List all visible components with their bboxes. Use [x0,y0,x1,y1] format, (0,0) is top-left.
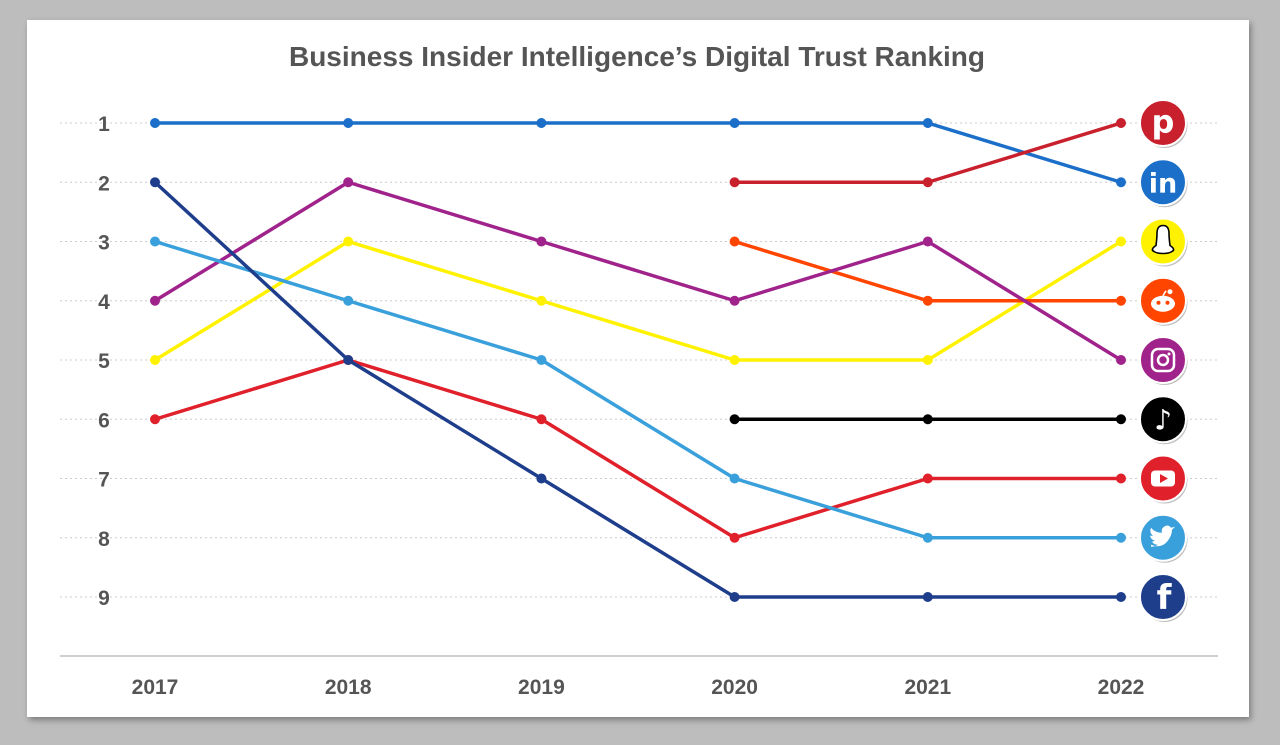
data-point [729,118,740,128]
data-point [922,236,933,247]
x-tick-label: 2017 [132,676,179,699]
data-point [536,236,547,247]
legend-icons: in p ♪ f [1139,99,1188,622]
data-point [1116,118,1126,128]
data-point [343,295,354,306]
gridlines [60,122,1218,598]
y-tick-label: 5 [98,350,110,373]
series-line [734,239,1121,303]
youtube-icon [1139,454,1188,504]
data-point [922,414,933,425]
y-tick-label: 3 [98,232,110,255]
data-point [343,177,354,188]
data-point [729,532,740,543]
y-tick-label: 7 [98,469,110,492]
x-tick-label: 2022 [1098,676,1145,699]
y-tick-label: 4 [98,291,110,314]
data-point [150,355,160,365]
data-point [150,118,160,128]
series-line [154,180,1122,362]
x-tick-label: 2019 [518,676,565,699]
reddit-icon [1139,276,1188,326]
x-tick-label: 2020 [711,676,758,699]
data-point [1116,177,1126,188]
data-point [922,118,933,128]
data-point [1116,592,1126,602]
pinterest-icon: p [1139,99,1188,148]
data-point [536,355,547,365]
linkedin-icon: in [1139,158,1188,208]
series-linkedin [150,118,1126,188]
series-lines [150,118,1126,602]
svg-text:♪: ♪ [1154,403,1172,436]
x-tick-label: 2018 [325,676,372,699]
data-point [343,355,354,365]
y-tick-label: 9 [98,587,110,610]
data-point [922,473,933,484]
data-point [729,473,740,484]
data-point [922,177,933,188]
series-snapchat [150,236,1126,365]
svg-text:in: in [1149,168,1177,199]
data-point [729,177,740,188]
series-tiktok [729,414,1126,425]
series-instagram [150,177,1126,365]
series-line [154,239,1122,362]
series-pinterest [729,118,1126,188]
y-tick-label: 2 [98,172,110,195]
series-facebook [150,177,1126,602]
data-point [729,414,740,425]
data-point [536,295,547,306]
data-point [1116,236,1126,247]
instagram-icon [1139,336,1188,385]
x-tick-label: 2021 [904,676,951,699]
series-line [155,121,1122,184]
facebook-icon: f [1139,573,1188,622]
series-reddit [729,236,1126,306]
data-point [343,236,354,247]
data-point [922,592,933,602]
data-point [729,592,740,602]
series-youtube [150,355,1126,543]
svg-text:p: p [1152,103,1175,141]
data-point [729,295,740,306]
data-point [150,414,160,425]
data-point [1116,414,1126,425]
data-point [343,118,354,128]
chart-card [27,20,1249,717]
y-tick-label: 1 [98,113,110,136]
data-point [150,236,160,247]
series-line [734,121,1122,184]
data-point [150,295,160,306]
series-line [154,358,1121,540]
y-tick-label: 8 [98,528,110,551]
data-point [729,236,740,247]
snapchat-icon [1139,217,1188,267]
svg-text:f: f [1157,578,1173,618]
data-point [729,355,740,365]
twitter-icon [1139,513,1188,563]
data-point [1116,355,1126,365]
x-axis-ticks: 2017 2018 2019 2020 2021 2022 [132,676,1145,699]
series-twitter [150,236,1126,543]
data-point [536,473,547,484]
series-line [154,239,1121,540]
data-point [536,118,547,128]
data-point [922,355,933,365]
y-axis-ticks: 1 2 3 4 5 6 7 8 9 [98,113,110,610]
data-point [922,295,933,306]
data-point [150,177,160,188]
chart-title: Business Insider Intelligence’s Digital … [289,41,985,72]
data-point [922,532,933,543]
series-line [153,180,1121,599]
data-point [1116,532,1126,543]
data-point [1116,295,1126,306]
tiktok-icon: ♪ [1139,395,1188,445]
data-point [536,414,547,425]
data-point [1116,473,1126,484]
y-tick-label: 6 [98,409,110,432]
